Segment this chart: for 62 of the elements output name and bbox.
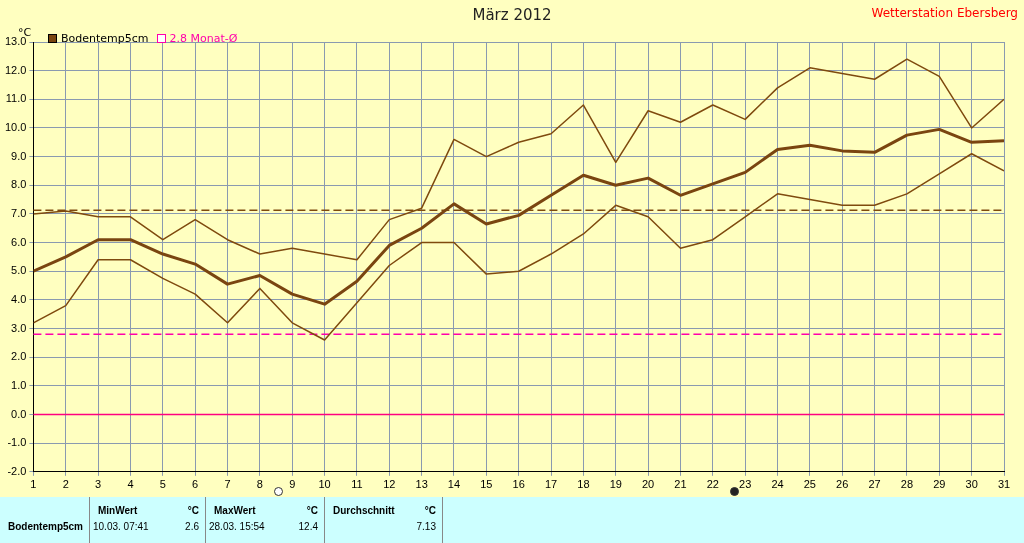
text: 10.03. 07:41: [93, 521, 149, 532]
x-tick-label: 22: [706, 478, 719, 491]
chart-title: März 2012: [472, 6, 552, 24]
x-tick-label: 1: [30, 478, 37, 491]
x-tick-label: 15: [480, 478, 493, 491]
x-tick-label: 25: [803, 478, 817, 491]
y-tick-label: 0.0: [11, 407, 27, 420]
x-tick-label: 2: [62, 478, 69, 491]
x-tick-label: 27: [868, 478, 881, 491]
x-tick-label: 12: [383, 478, 396, 491]
y-tick-label: -1.0: [7, 436, 27, 449]
legend-label: 2.8 Monat-Ø: [168, 32, 238, 45]
y-tick-label: 6.0: [11, 235, 27, 248]
x-tick-label: 31: [997, 478, 1011, 491]
y-tick-label: 4.0: [11, 292, 27, 305]
x-tick-label: 26: [836, 478, 849, 491]
legend-label: Bodentemp5cm: [60, 32, 149, 45]
x-tick-label: 23: [739, 478, 752, 491]
text: Bodentemp5cm: [8, 521, 84, 532]
x-tick-label: 24: [771, 478, 784, 491]
x-tick-label: 8: [256, 478, 263, 491]
text: 2.6: [185, 521, 199, 532]
y-tick-label: 1.0: [11, 378, 27, 391]
x-tick-label: 14: [447, 478, 461, 491]
text: Wetterstation Ebersberg: [871, 6, 1018, 20]
y-tick-label: 3.0: [11, 321, 27, 334]
text: Durchschnitt: [333, 505, 395, 516]
y-tick-label: 5.0: [11, 264, 27, 277]
x-tick-label: 7: [224, 478, 231, 491]
x-tick-label: 9: [289, 478, 296, 491]
text: °C: [306, 505, 318, 516]
x-tick-label: 29: [933, 478, 946, 491]
text: 7.13: [416, 521, 436, 532]
text: MaxWert: [214, 505, 256, 516]
text: 12.4: [298, 521, 318, 532]
text: 28.03. 15:54: [209, 521, 265, 532]
x-tick-label: 18: [577, 478, 590, 491]
x-tick-label: 13: [415, 478, 428, 491]
y-tick-label: 9.0: [11, 149, 27, 162]
x-tick-label: 20: [641, 478, 655, 491]
x-tick-label: 11: [351, 478, 363, 491]
x-tick-label: 19: [609, 478, 622, 491]
x-tick-label: 30: [965, 478, 978, 491]
x-tick-label: 10: [318, 478, 331, 491]
x-tick-label: 6: [192, 478, 199, 491]
text: MinWert: [98, 505, 138, 516]
x-tick-label: 16: [512, 478, 525, 491]
text: °C: [424, 505, 436, 516]
text: °C: [187, 505, 199, 516]
x-tick-label: 21: [674, 478, 687, 491]
y-tick-label: 10.0: [4, 120, 27, 133]
x-tick-label: 28: [900, 478, 914, 491]
y-tick-label: 11.0: [5, 92, 27, 105]
x-tick-label: 3: [95, 478, 102, 491]
x-tick-label: 4: [127, 478, 134, 491]
x-tick-label: 5: [159, 478, 166, 491]
x-tick-label: 17: [544, 478, 558, 491]
y-tick-label: 12.0: [4, 63, 27, 76]
y-tick-label: -2.0: [7, 464, 27, 477]
y-tick-label: 8.0: [11, 178, 27, 191]
y-tick-label: 2.0: [11, 350, 27, 363]
y-tick-label: 7.0: [11, 206, 27, 219]
